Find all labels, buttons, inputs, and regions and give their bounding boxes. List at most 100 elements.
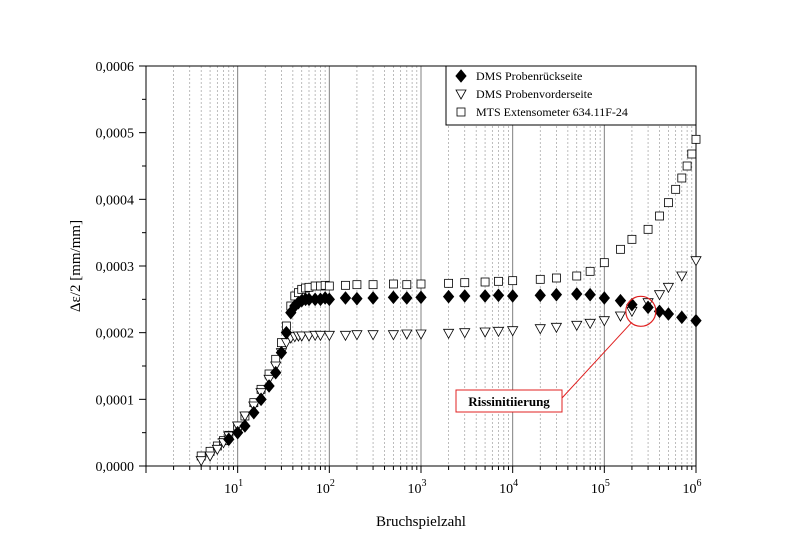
data-point	[368, 280, 378, 290]
data-point	[460, 278, 470, 288]
y-tick-label: 0,0000	[96, 460, 135, 475]
data-point	[571, 287, 583, 301]
data-point	[552, 273, 561, 283]
x-tick-label: 106	[683, 478, 702, 497]
x-axis: 101 102 103 104 105 106	[145, 466, 702, 497]
legend-label: MTS Extensometer 634.11F-24	[476, 105, 628, 119]
legend-marker	[455, 89, 467, 100]
data-point	[459, 328, 471, 339]
x-tick-label: 102	[316, 478, 335, 497]
data-point	[239, 411, 251, 422]
legend-marker	[456, 107, 466, 117]
data-point	[323, 292, 335, 307]
y-tick-label: 0,0002	[96, 327, 135, 342]
data-point	[367, 291, 379, 305]
data-point	[691, 134, 701, 144]
data-point	[296, 331, 308, 342]
data-point	[352, 280, 362, 290]
data-point	[387, 290, 400, 305]
data-point	[655, 211, 664, 221]
x-tick-label: 101	[224, 478, 243, 497]
data-point	[387, 330, 400, 341]
legend-label: DMS Probenvorderseite	[476, 87, 592, 101]
data-point	[401, 291, 413, 305]
series-2	[196, 134, 701, 461]
data-point	[584, 318, 596, 330]
legend-marker	[455, 69, 467, 83]
data-point	[211, 444, 224, 456]
data-point	[492, 288, 505, 303]
data-point	[341, 280, 350, 290]
data-point	[442, 289, 455, 304]
data-point	[248, 405, 260, 420]
data-point	[550, 322, 563, 334]
legend: DMS Probenrückseite DMS Probenvorderseite…	[445, 65, 697, 126]
y-tick-label: 0,0004	[96, 193, 135, 208]
data-point	[506, 326, 519, 337]
data-point	[535, 274, 545, 284]
data-point	[534, 288, 546, 303]
annotation-circle	[625, 295, 657, 327]
x-tick-label: 103	[408, 478, 427, 497]
data-point	[642, 300, 654, 315]
y-tick-label: 0,0003	[96, 260, 135, 275]
x-axis-title: Bruchspielzahl	[376, 514, 466, 530]
data-point	[339, 330, 352, 342]
data-point	[494, 276, 503, 286]
data-point	[415, 329, 427, 340]
data-point	[367, 330, 379, 341]
data-point	[614, 311, 627, 322]
data-point	[239, 419, 251, 433]
data-point	[389, 279, 398, 289]
data-point	[223, 432, 235, 447]
data-point	[444, 278, 453, 288]
data-point	[479, 289, 491, 303]
data-point	[682, 161, 692, 171]
data-point	[195, 456, 207, 467]
data-point	[677, 173, 687, 183]
annotation: Rissinitiierung	[455, 295, 657, 413]
annotation-label: Rissinitiierung	[468, 394, 550, 409]
data-point	[402, 280, 412, 290]
data-point	[508, 276, 518, 286]
data-point	[662, 282, 675, 294]
data-series	[195, 134, 702, 467]
y-tick-label: 0,0001	[96, 393, 135, 408]
y-axis-title: Δε/2 [mm/mm]	[68, 220, 84, 312]
data-point	[676, 310, 688, 325]
data-point	[339, 291, 352, 305]
data-point	[507, 289, 519, 303]
data-point	[416, 279, 426, 289]
data-point	[643, 224, 653, 234]
data-point	[415, 290, 427, 305]
data-point	[270, 365, 282, 380]
data-point	[255, 392, 267, 407]
data-point	[232, 425, 244, 440]
data-point	[585, 266, 595, 276]
data-point	[351, 291, 363, 306]
data-point	[653, 290, 666, 301]
data-point	[627, 234, 637, 244]
data-point	[324, 281, 334, 291]
annotation-leader-line	[561, 322, 632, 399]
data-point	[401, 329, 413, 340]
legend-label: DMS Probenrückseite	[476, 69, 582, 83]
y-axis: 0,0000 0,0001 0,0002 0,0003 0,0004 0,0005 0,00…	[96, 60, 146, 475]
data-point	[442, 328, 455, 340]
data-point	[459, 289, 471, 303]
data-point	[598, 316, 611, 327]
data-point	[571, 320, 583, 332]
data-point	[662, 307, 675, 321]
data-point	[690, 256, 702, 267]
data-point	[598, 291, 610, 305]
data-point	[599, 258, 609, 268]
y-tick-label: 0,0006	[96, 60, 135, 75]
y-tick-label: 0,0005	[96, 127, 135, 142]
data-point	[314, 330, 327, 342]
annotation-box	[455, 389, 563, 413]
data-point	[480, 277, 490, 287]
series-0	[223, 287, 702, 447]
data-point	[280, 325, 293, 340]
data-point	[572, 271, 582, 281]
